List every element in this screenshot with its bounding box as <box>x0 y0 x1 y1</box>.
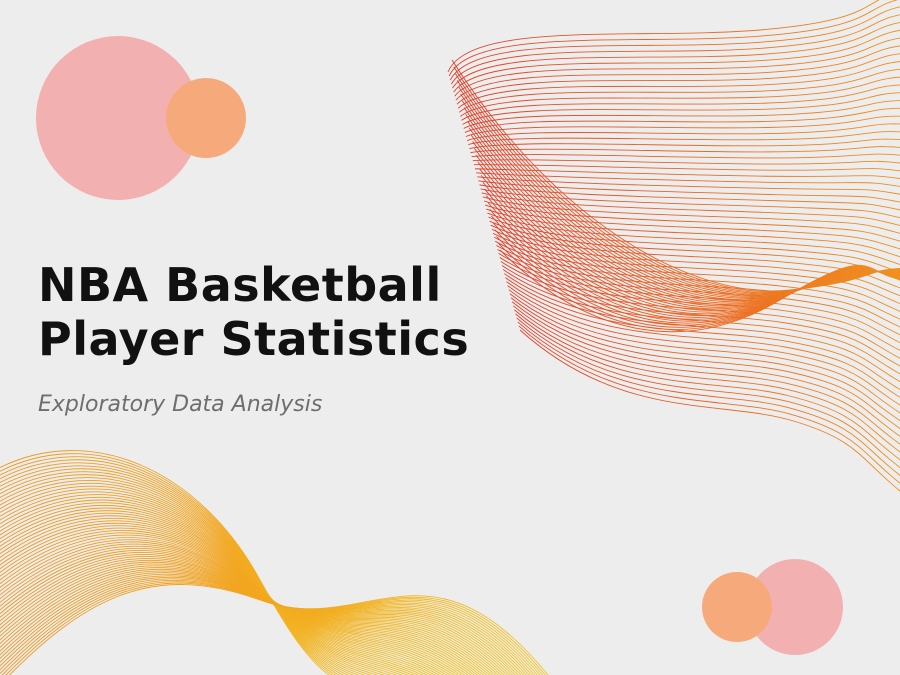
slide-subtitle: Exploratory Data Analysis <box>38 392 323 417</box>
wave-line <box>512 305 900 445</box>
wave-line <box>481 192 900 226</box>
wave-line <box>465 115 900 137</box>
wave-line <box>505 277 900 390</box>
wave-line <box>474 168 900 180</box>
wave-line <box>477 176 900 195</box>
wave-line <box>516 317 900 469</box>
wave-line <box>456 53 900 105</box>
pink-circle-bottom-right <box>747 559 843 655</box>
wave-line <box>464 107 900 133</box>
wave-line <box>8 584 549 675</box>
slide-title: NBA Basketball Player Statistics <box>38 258 469 366</box>
wave-line <box>514 309 900 453</box>
orange-circle-bottom-right <box>702 572 772 642</box>
wave-line <box>493 236 900 312</box>
wave-line <box>0 579 541 675</box>
wave-line <box>507 285 900 406</box>
wave-line <box>0 565 516 675</box>
wave-line <box>455 45 900 101</box>
wave-line <box>501 265 900 367</box>
wave-line <box>460 76 900 117</box>
wave-line <box>463 100 900 129</box>
wave-line <box>515 313 900 461</box>
wave-line <box>453 29 900 93</box>
wave-line <box>461 84 900 121</box>
wave-line <box>511 301 900 437</box>
wave-line <box>473 164 900 172</box>
pink-circle-top-left <box>36 36 200 200</box>
wave-line <box>452 22 900 89</box>
wave-line <box>509 293 900 422</box>
wave-line <box>465 114 900 299</box>
orange-circle-top-left <box>166 78 246 158</box>
wave-line <box>458 68 900 113</box>
wave-line <box>454 37 900 97</box>
wave-line <box>0 576 536 675</box>
wave-line <box>479 184 900 211</box>
wave-line <box>492 232 900 305</box>
wave-line <box>468 131 900 145</box>
wave-line <box>476 172 900 187</box>
wave-line <box>0 534 472 675</box>
wave-line <box>480 188 900 219</box>
wave-line <box>499 249 900 333</box>
wave-line <box>472 159 900 165</box>
wave-line <box>450 14 900 85</box>
wave-line <box>447 0 880 73</box>
wave-line <box>510 297 900 430</box>
wave-line <box>508 289 900 414</box>
wave-line <box>448 0 899 77</box>
wave-mesh-top-right <box>447 0 900 492</box>
wave-line <box>471 153 900 159</box>
wave-line <box>457 61 900 109</box>
wave-line <box>519 329 900 492</box>
wave-line <box>506 281 900 398</box>
wave-line <box>449 6 900 81</box>
wave-line <box>0 543 484 675</box>
wave-mesh-bottom-left <box>0 450 549 675</box>
wave-line <box>469 138 900 150</box>
title-line-2: Player Statistics <box>38 312 470 366</box>
wave-line <box>500 261 900 359</box>
wave-line <box>495 240 900 320</box>
title-line-1: NBA Basketball <box>38 258 442 312</box>
wave-line <box>478 180 900 203</box>
wave-line <box>496 244 900 328</box>
wave-line <box>488 216 900 273</box>
wave-line <box>470 146 900 154</box>
wave-line <box>518 325 900 484</box>
wave-line <box>462 92 900 125</box>
wave-line <box>466 123 900 141</box>
wave-line <box>517 321 900 476</box>
